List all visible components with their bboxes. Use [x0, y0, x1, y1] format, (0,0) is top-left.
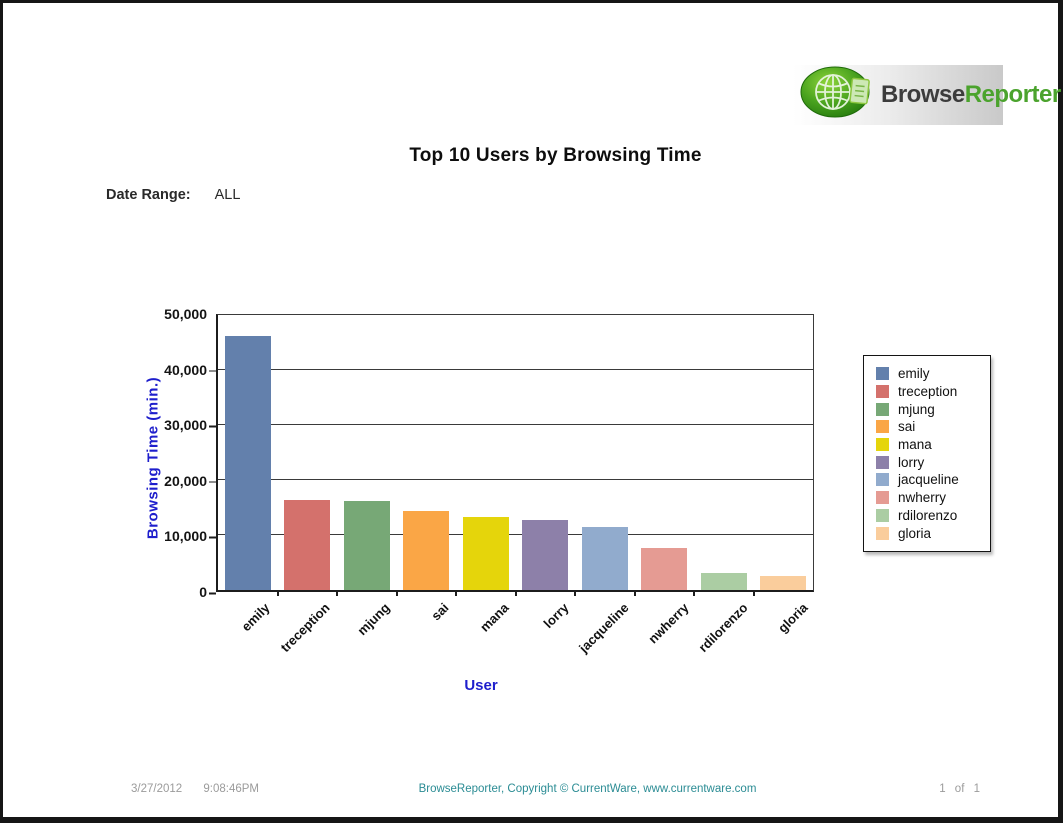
date-range-label: Date Range:	[106, 187, 191, 203]
bar-nwherry	[641, 548, 688, 590]
xtick-mark	[633, 590, 636, 596]
legend-swatch-lorry	[876, 455, 889, 469]
gridline-40000	[218, 369, 813, 370]
legend-swatch-rdilorenzo	[876, 508, 889, 522]
gridline-20000	[218, 479, 813, 480]
legend-label-nwherry: nwherry	[898, 490, 947, 506]
legend-label-emily: emily	[898, 366, 930, 382]
legend-row-treception: treception	[876, 383, 984, 401]
gridline-30000	[218, 424, 813, 425]
bar-treception	[284, 500, 331, 590]
gridline-10000	[218, 534, 813, 535]
page-current: 1	[939, 783, 946, 795]
bar-mana	[462, 517, 509, 590]
bar-gloria	[760, 575, 807, 590]
legend-label-rdilorenzo: rdilorenzo	[898, 507, 958, 523]
bar-rdilorenzo	[700, 572, 747, 590]
legend-swatch-mana	[876, 438, 889, 452]
ytick-mark	[209, 592, 216, 594]
legend-label-gloria: gloria	[898, 525, 932, 541]
legend-swatch-treception	[876, 385, 889, 399]
x-axis-title: User	[464, 677, 498, 694]
bar-jacqueline	[581, 527, 628, 590]
legend-row-mjung: mjung	[876, 400, 984, 418]
legend-row-jacqueline: jacqueline	[876, 471, 984, 489]
ytick-40000: 40,000	[164, 361, 207, 378]
ytick-mark	[209, 536, 216, 539]
xtick-mark	[395, 590, 398, 596]
legend-label-sai: sai	[898, 419, 916, 435]
bar-sai	[403, 510, 450, 590]
footer-time: 9:08:46PM	[203, 783, 259, 795]
legend-row-gloria: gloria	[876, 524, 984, 542]
legend-label-mana: mana	[898, 437, 932, 453]
page-of-label: of	[954, 783, 965, 795]
legend-label-treception: treception	[898, 384, 958, 400]
xtick-mark	[336, 590, 338, 596]
bar-mjung	[343, 501, 390, 590]
legend-swatch-sai	[876, 420, 889, 434]
legend-label-jacqueline: jacqueline	[898, 472, 959, 488]
x-axis-tick-labels: emily treception mjung sai mana lorry jacqueli…	[216, 600, 814, 685]
footer-datetime: 3/27/2012 9:08:46PM	[131, 783, 259, 795]
legend-swatch-jacqueline	[876, 473, 889, 487]
legend-row-rdilorenzo: rdilorenzo	[876, 507, 984, 525]
ytick-mark	[209, 370, 216, 372]
browsereporter-logo: BrowseReporter	[793, 64, 1061, 127]
xtick-mark	[693, 590, 695, 596]
page-total: 1	[973, 783, 980, 795]
xtick-mark	[752, 590, 755, 596]
legend-row-emily: emily	[876, 365, 984, 383]
y-axis-tick-labels: 0 10,000 20,000 30,000 40,000 50,000	[113, 306, 207, 600]
xtick-mark	[574, 590, 576, 596]
legend-label-lorry: lorry	[898, 454, 925, 470]
legend-row-mana: mana	[876, 436, 984, 454]
xtick-mark	[514, 590, 517, 596]
ytick-30000: 30,000	[164, 417, 207, 434]
xtick-mark	[276, 590, 279, 596]
bar-emily	[224, 336, 271, 590]
page-title: Top 10 Users by Browsing Time	[409, 145, 702, 166]
report-footer: 3/27/2012 9:08:46PM BrowseReporter, Copy…	[3, 783, 1058, 803]
date-range: Date Range: ALL	[106, 187, 240, 203]
ytick-mark	[209, 481, 216, 483]
date-range-value: ALL	[214, 187, 241, 203]
legend-swatch-nwherry	[876, 491, 889, 505]
legend-label-mjung: mjung	[898, 401, 935, 417]
ytick-10000: 10,000	[164, 528, 207, 545]
logo-wordmark: BrowseReporter	[881, 81, 1061, 108]
bar-lorry	[522, 520, 569, 590]
ytick-20000: 20,000	[164, 472, 207, 489]
bar-chart-plot-area	[216, 314, 814, 596]
globe-icon	[799, 64, 879, 127]
legend-swatch-emily	[876, 367, 889, 381]
legend-row-lorry: lorry	[876, 453, 984, 471]
xtick-mark	[455, 590, 457, 596]
legend-row-sai: sai	[876, 418, 984, 436]
footer-page-number: 1 of 1	[933, 783, 980, 795]
ytick-0: 0	[199, 584, 207, 600]
legend-swatch-mjung	[876, 402, 889, 416]
legend-swatch-gloria	[876, 526, 889, 540]
legend-items: emily treception mjung sai mana lorry jacqueli…	[876, 365, 984, 542]
ytick-mark	[209, 425, 216, 428]
ytick-50000: 50,000	[164, 306, 207, 322]
footer-copyright: BrowseReporter, Copyright © CurrentWare,…	[418, 783, 757, 795]
chart-legend: emily treception mjung sai mana lorry jacqueli…	[863, 355, 991, 552]
legend-row-nwherry: nwherry	[876, 489, 984, 507]
footer-date: 3/27/2012	[131, 783, 183, 795]
